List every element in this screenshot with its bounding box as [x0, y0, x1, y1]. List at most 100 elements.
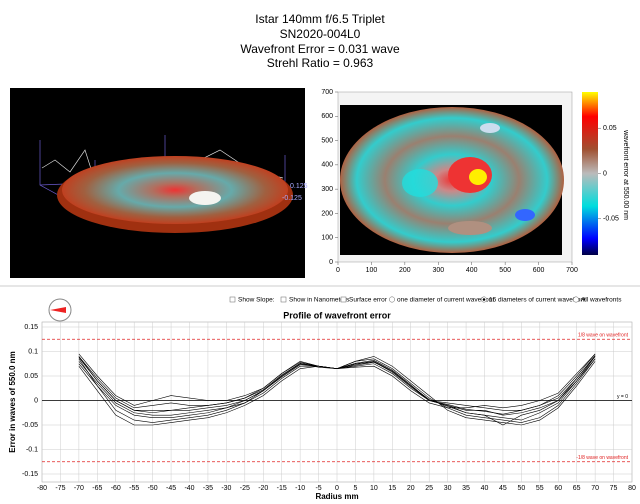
x-axis-label: Radius mm	[315, 492, 358, 501]
x-tick-label: 55	[536, 485, 544, 492]
x-tick-label: 0	[335, 485, 339, 492]
reference-label: -1/8 wave on wavefront	[576, 455, 628, 461]
y-tick-label: 400	[321, 162, 333, 169]
y-tick-label: -0.15	[22, 471, 38, 478]
controls: Show Slope: Show in Nanometers Surface e…	[229, 296, 622, 304]
reference-label: 1/8 wave on wavefront	[578, 333, 629, 339]
y-tick-label: 0.15	[24, 324, 38, 331]
title-line: SN2020-004L0	[280, 27, 361, 41]
x-tick-label: 60	[554, 485, 562, 492]
radio-label[interactable]: one diameter of current wavefront	[397, 297, 494, 304]
y-tick-label: 200	[321, 210, 333, 217]
header: Istar 140mm f/6.5 Triplet SN2020-004L0 W…	[240, 12, 400, 70]
disc-surface	[62, 156, 288, 224]
radio-button[interactable]	[573, 296, 579, 303]
blob	[480, 123, 500, 133]
x-tick-label: -75	[55, 485, 65, 492]
checkbox-label[interactable]: Surface error	[349, 297, 388, 304]
title-line: Istar 140mm f/6.5 Triplet	[255, 12, 385, 26]
x-tick-label: 10	[370, 485, 378, 492]
x-tick-label: 40	[481, 485, 489, 492]
x-tick-label: 600	[533, 267, 545, 274]
profile-chart: Profile of wavefront error -80 -75 -70 -65 -6…	[8, 310, 636, 501]
x-tick-label: 400	[466, 267, 478, 274]
chart-title: Profile of wavefront error	[283, 310, 391, 320]
x-tick-label: 35	[462, 485, 470, 492]
y-tick-label: -0.05	[22, 422, 38, 429]
x-tick-label: -30	[221, 485, 231, 492]
y-tick-label: 0.1	[28, 348, 38, 355]
axis-label: -0.125	[282, 195, 302, 202]
x-tick-label: -25	[240, 485, 250, 492]
checkbox-label[interactable]: Show Slope:	[238, 297, 275, 304]
compass-needle	[50, 307, 66, 313]
x-tick-label: -35	[203, 485, 213, 492]
y-tick-label: 300	[321, 186, 333, 193]
radio-button[interactable]	[389, 296, 395, 303]
x-tick-label: 70	[591, 485, 599, 492]
x-tick-label: -70	[74, 485, 84, 492]
blob	[448, 221, 492, 235]
x-tick-label: 20	[407, 485, 415, 492]
y-tick-label: 0.05	[24, 373, 38, 380]
x-tick-label: 25	[425, 485, 433, 492]
x-tick-label: 100	[366, 267, 378, 274]
colorbar-tick-label: -0.05	[603, 216, 619, 223]
x-tick-label: 700	[566, 267, 578, 274]
x-tick-label: -50	[148, 485, 158, 492]
heatmap: wavefront error at 550.00 nm 0 100 200 300 4…	[321, 89, 629, 274]
x-tick-label: 5	[353, 485, 357, 492]
checkbox-label[interactable]: Show in Nanometers	[289, 297, 350, 304]
radio-label[interactable]: All wavefronts	[581, 297, 622, 304]
x-tick-label: -15	[277, 485, 287, 492]
highlight	[189, 191, 221, 205]
x-tick-label: -65	[92, 485, 102, 492]
colorbar-tick-label: 0	[603, 170, 607, 177]
x-tick-label: 80	[628, 485, 636, 492]
center-peak-core	[469, 169, 487, 185]
blob	[515, 209, 535, 221]
x-tick-label: -80	[37, 485, 47, 492]
y-tick-label: 600	[321, 113, 333, 120]
radio-label[interactable]: 16 diameters of current wavefront	[489, 297, 586, 304]
y-axis-label: Error in waves of 550.0 nm	[8, 351, 17, 452]
y-tick-label: -0.1	[26, 446, 38, 453]
y-tick-label: 500	[321, 137, 333, 144]
compass	[48, 298, 72, 322]
x-tick-label: 15	[388, 485, 396, 492]
x-tick-label: 300	[432, 267, 444, 274]
x-tick-label: -45	[166, 485, 176, 492]
checkbox[interactable]	[280, 296, 287, 303]
colorbar	[582, 92, 598, 255]
x-tick-label: 200	[399, 267, 411, 274]
x-tick-label: -20	[258, 485, 268, 492]
x-tick-label: 75	[610, 485, 618, 492]
x-tick-label: -55	[129, 485, 139, 492]
x-tick-label: 0	[336, 267, 340, 274]
x-tick-label: 500	[499, 267, 511, 274]
y-tick-label: 0	[329, 259, 333, 266]
y-tick-label: 100	[321, 235, 333, 242]
x-tick-label: 65	[573, 485, 581, 492]
three-d-view: 0.125 -0.125	[10, 88, 308, 278]
x-tick-label: -40	[184, 485, 194, 492]
x-tick-label: 50	[517, 485, 525, 492]
profile-line	[78, 355, 596, 415]
colorbar-label: wavefront error at 550.00 nm	[622, 129, 629, 220]
radio-dot	[482, 298, 486, 301]
y-tick-label: 0	[34, 397, 38, 404]
checkbox[interactable]	[229, 296, 236, 303]
axis-label: 0.125	[290, 183, 308, 190]
x-tick-label: -10	[295, 485, 305, 492]
x-tick-label: 30	[444, 485, 452, 492]
y-tick-label: 700	[321, 89, 333, 96]
x-tick-label: -5	[315, 485, 321, 492]
reference-label: y = 0	[617, 394, 628, 400]
x-tick-label: -60	[111, 485, 121, 492]
title-line: Strehl Ratio = 0.963	[267, 56, 374, 70]
x-tick-label: 45	[499, 485, 507, 492]
checkbox[interactable]	[340, 296, 347, 303]
blob	[402, 169, 438, 197]
